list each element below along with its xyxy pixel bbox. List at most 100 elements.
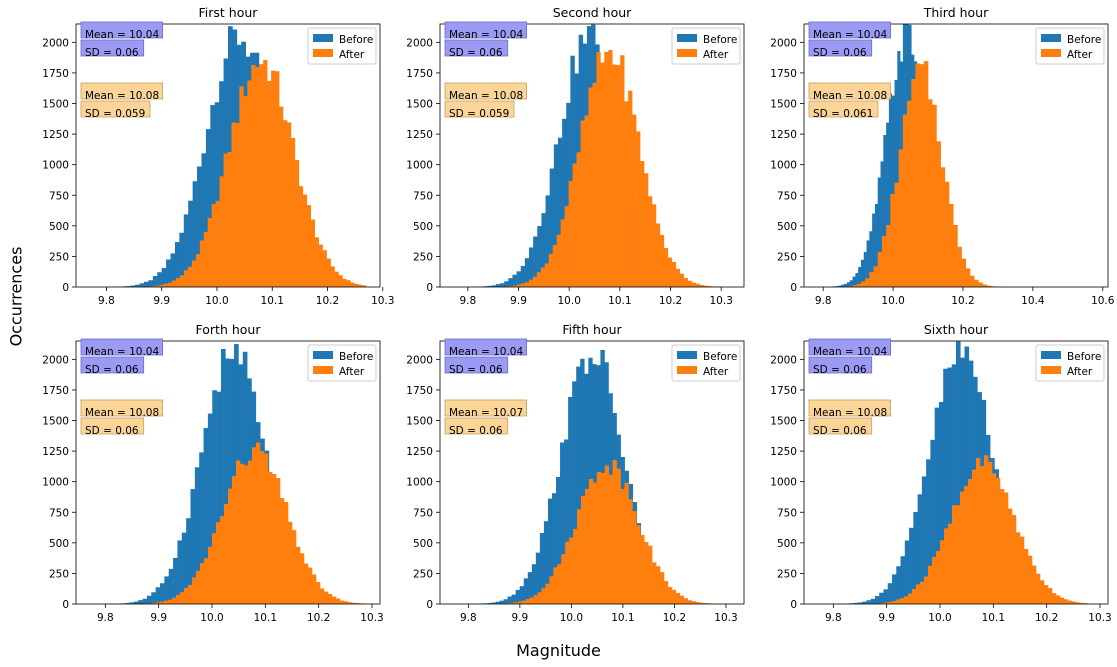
- bar-before: [174, 242, 180, 287]
- bar-before: [148, 280, 154, 287]
- bar-before: [179, 232, 185, 287]
- bar-before: [129, 602, 135, 604]
- bar-after: [892, 601, 897, 604]
- bar-after: [211, 204, 216, 287]
- bar-after: [679, 273, 685, 287]
- bar-before: [531, 564, 537, 604]
- x-tick-label: 9.9: [878, 612, 895, 624]
- bar-after: [553, 567, 558, 604]
- bar-after: [296, 546, 301, 604]
- after-stats-box: [444, 399, 527, 417]
- bar-before: [152, 276, 158, 287]
- bar-before: [863, 251, 867, 287]
- after-stats-text: Mean = 10.08: [85, 90, 159, 102]
- before-stats-box: [444, 356, 509, 374]
- bar-before: [572, 381, 577, 604]
- legend: Before After: [1035, 344, 1105, 382]
- y-tick-label: 0: [426, 599, 433, 611]
- before-stats-box: [808, 39, 873, 57]
- bar-after: [1080, 602, 1085, 604]
- bar-after: [256, 442, 261, 604]
- x-tick-label: 9.8: [97, 612, 114, 624]
- bar-after: [564, 206, 569, 287]
- y-tick-label: 500: [413, 538, 433, 550]
- y-tick-label: 1250: [770, 446, 797, 458]
- bar-after: [976, 458, 981, 604]
- bar-before: [930, 439, 935, 604]
- y-tick-label: 250: [777, 568, 797, 580]
- bar-after: [928, 99, 933, 287]
- legend-label-after: After: [339, 49, 365, 61]
- x-tick-label: 10.2: [1035, 612, 1058, 624]
- bar-before: [853, 602, 859, 604]
- bar-after: [568, 181, 573, 287]
- bar-after: [264, 453, 269, 604]
- after-stats-text: Mean = 10.08: [813, 407, 887, 419]
- bar-after: [596, 471, 602, 604]
- bar-before: [512, 274, 517, 287]
- bar-after: [573, 528, 578, 604]
- bar-before: [177, 540, 183, 604]
- x-tick-label: 10.0: [205, 295, 228, 307]
- bar-after: [354, 283, 359, 287]
- y-tick-label: 1500: [406, 416, 433, 428]
- x-tick-label: 10.3: [710, 295, 733, 307]
- bar-after: [362, 285, 367, 287]
- bar-before: [556, 476, 561, 604]
- y-tick-label: 750: [413, 507, 433, 519]
- bar-after: [896, 599, 901, 604]
- bar-before: [504, 281, 509, 287]
- bar-after: [282, 120, 288, 287]
- bar-after: [192, 577, 197, 604]
- bar-after: [1016, 532, 1021, 604]
- bar-after: [271, 70, 276, 287]
- bar-after: [886, 225, 891, 287]
- legend-swatch-after: [677, 49, 697, 57]
- subplot-title: Sixth hour: [924, 322, 989, 337]
- y-tick-label: 1250: [406, 129, 433, 141]
- bar-before: [186, 518, 191, 604]
- before-stats-text: SD = 0.06: [85, 47, 139, 59]
- bar-after: [276, 478, 281, 604]
- legend-swatch-before: [313, 34, 333, 42]
- bar-before: [194, 467, 200, 604]
- bar-before: [551, 493, 557, 604]
- after-stats-text: SD = 0.06: [449, 425, 503, 437]
- bar-after: [517, 284, 522, 287]
- bar-after: [533, 595, 538, 604]
- bar-after: [275, 71, 280, 287]
- bar-before: [201, 153, 207, 287]
- bar-after: [569, 537, 574, 604]
- legend-label-after: After: [1067, 366, 1093, 378]
- legend-swatch-after: [313, 366, 333, 374]
- bar-after: [628, 499, 633, 604]
- x-tick-label: 9.8: [825, 612, 842, 624]
- bar-after: [904, 596, 909, 604]
- bar-before: [537, 226, 542, 287]
- bar-after: [164, 600, 169, 604]
- legend-label-after: After: [339, 366, 365, 378]
- bar-after: [894, 182, 899, 287]
- y-tick-label: 1500: [770, 99, 797, 111]
- bar-after: [908, 593, 913, 604]
- bar-after: [302, 194, 308, 287]
- bar-after: [877, 252, 883, 287]
- bar-after: [671, 261, 677, 287]
- y-tick-label: 1000: [406, 160, 433, 172]
- bar-after: [196, 570, 201, 604]
- bar-after: [279, 106, 284, 287]
- bar-after: [932, 556, 937, 604]
- bar-after: [588, 478, 594, 604]
- bar-after: [263, 59, 268, 287]
- bar-before: [960, 357, 965, 604]
- bar-after: [972, 469, 977, 604]
- bar-before: [909, 527, 914, 604]
- bar-before: [146, 595, 152, 604]
- axes-frame: [75, 340, 381, 605]
- bar-after: [656, 566, 661, 604]
- before-stats-box: [444, 338, 527, 356]
- bar-after: [695, 283, 700, 287]
- bar-after: [940, 540, 945, 604]
- x-tick-label: 9.9: [150, 612, 167, 624]
- bar-after: [332, 596, 337, 604]
